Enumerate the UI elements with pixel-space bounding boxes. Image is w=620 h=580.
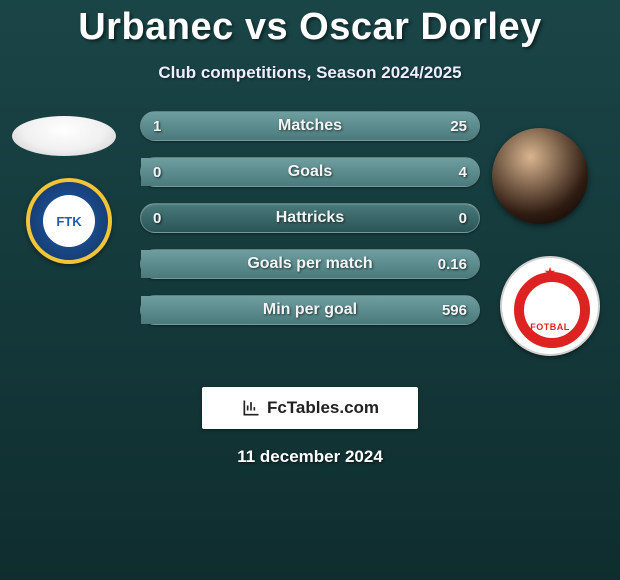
stat-value-left: 0 — [153, 204, 161, 232]
page-title: Urbanec vs Oscar Dorley — [0, 0, 620, 49]
stat-value-right: 0.16 — [438, 250, 467, 278]
stat-label: Matches — [278, 117, 342, 135]
stat-value-left: 1 — [153, 112, 161, 140]
watermark: FcTables.com — [202, 387, 418, 429]
stat-row: 1 Matches 25 — [140, 111, 480, 141]
stat-label: Goals per match — [247, 255, 372, 273]
stat-row: Goals per match 0.16 — [140, 249, 480, 279]
stat-label: Hattricks — [276, 209, 344, 227]
watermark-text: FcTables.com — [267, 398, 379, 418]
stat-row: Min per goal 596 — [140, 295, 480, 325]
stat-value-right: 25 — [450, 112, 467, 140]
stat-value-right: 596 — [442, 296, 467, 324]
stat-row: 0 Hattricks 0 — [140, 203, 480, 233]
stat-row: 0 Goals 4 — [140, 157, 480, 187]
stat-bars: 1 Matches 25 0 Goals 4 0 Hattricks 0 Goals per ma… — [140, 111, 480, 341]
date-text: 11 december 2024 — [0, 447, 620, 467]
chart-icon — [241, 398, 261, 418]
stat-value-left: 0 — [153, 158, 161, 186]
stats-panel: 1 Matches 25 0 Goals 4 0 Hattricks 0 Goals per ma… — [0, 111, 620, 371]
subtitle: Club competitions, Season 2024/2025 — [0, 63, 620, 83]
stat-value-right: 0 — [459, 204, 467, 232]
stat-label: Goals — [288, 163, 332, 181]
stat-label: Min per goal — [263, 301, 357, 319]
stat-value-right: 4 — [459, 158, 467, 186]
